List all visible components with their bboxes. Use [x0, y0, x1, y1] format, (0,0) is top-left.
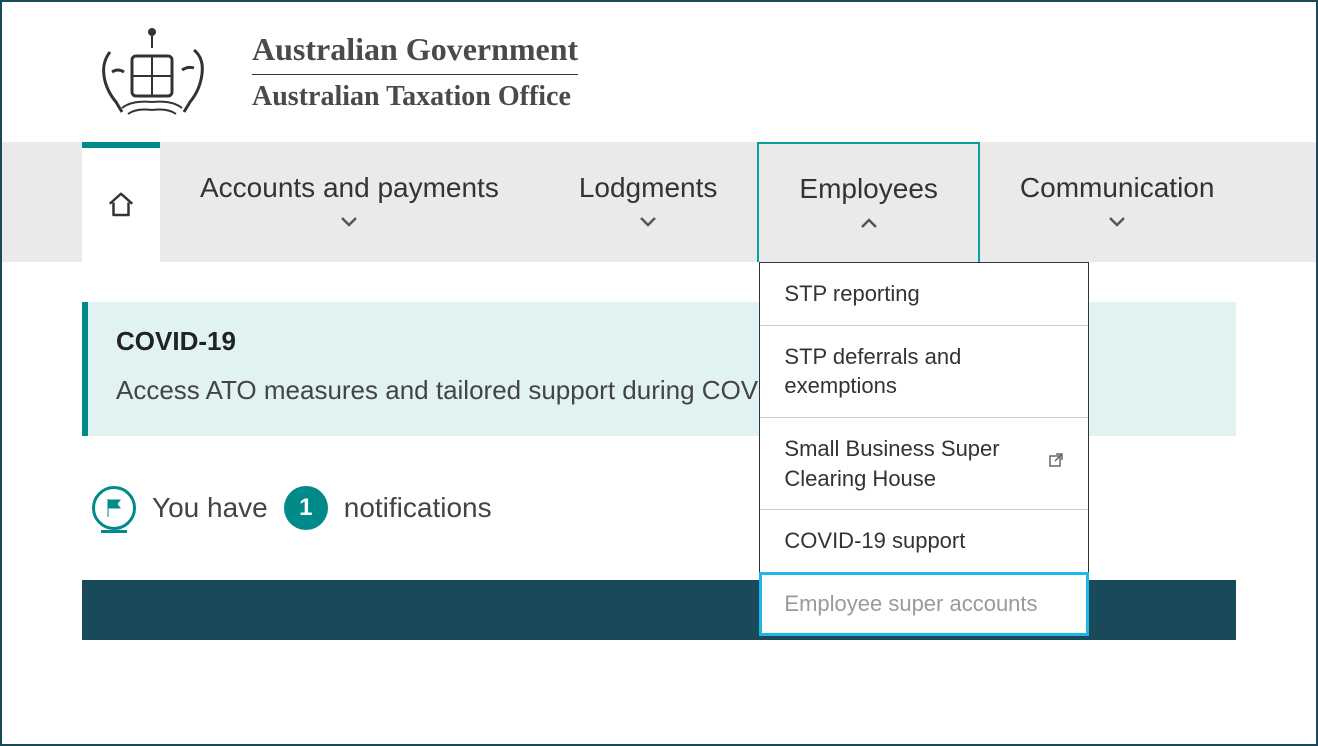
dropdown-item-label: COVID-19 support: [784, 526, 965, 556]
dropdown-item-label: Employee super accounts: [784, 589, 1037, 619]
notifications-prefix: You have: [152, 492, 268, 524]
nav-item-employees[interactable]: Employees STP reporting STP deferrals an…: [757, 142, 980, 262]
dropdown-item-label: STP reporting: [784, 279, 919, 309]
nav-home[interactable]: [82, 142, 160, 262]
external-link-icon: [1048, 452, 1064, 475]
coat-of-arms-icon: [82, 22, 222, 122]
nav-label: Employees: [799, 173, 938, 205]
chevron-down-icon: [340, 212, 358, 233]
dropdown-item-label: Small Business Super Clearing House: [784, 434, 1038, 493]
nav-item-lodgments[interactable]: Lodgments: [539, 142, 758, 262]
chevron-down-icon: [639, 212, 657, 233]
primary-nav: Accounts and payments Lodgments Employee…: [2, 142, 1316, 262]
nav-label: Lodgments: [579, 172, 718, 204]
header: Australian Government Australian Taxatio…: [2, 2, 1316, 142]
dropdown-item-stp-deferrals[interactable]: STP deferrals and exemptions: [760, 326, 1088, 418]
nav-label: Communication: [1020, 172, 1215, 204]
dropdown-item-covid-support[interactable]: COVID-19 support: [760, 510, 1088, 573]
flag-icon: [92, 486, 136, 530]
notifications-count-badge: 1: [284, 486, 328, 530]
dropdown-item-stp-reporting[interactable]: STP reporting: [760, 263, 1088, 326]
nav-item-accounts-payments[interactable]: Accounts and payments: [160, 142, 539, 262]
chevron-up-icon: [860, 213, 878, 234]
dropdown-item-label: STP deferrals and exemptions: [784, 342, 1064, 401]
employees-dropdown: STP reporting STP deferrals and exemptio…: [759, 262, 1089, 636]
chevron-down-icon: [1108, 212, 1126, 233]
header-text-block: Australian Government Australian Taxatio…: [252, 31, 578, 113]
notifications-suffix: notifications: [344, 492, 492, 524]
header-subtitle: Australian Taxation Office: [252, 75, 578, 113]
nav-label: Accounts and payments: [200, 172, 499, 204]
dropdown-item-sbsch[interactable]: Small Business Super Clearing House: [760, 418, 1088, 510]
content-area: COVID-19 Access ATO measures and tailore…: [2, 262, 1316, 530]
header-title: Australian Government: [252, 31, 578, 75]
home-icon: [106, 190, 136, 220]
dropdown-item-employee-super-accounts[interactable]: Employee super accounts: [760, 573, 1088, 635]
nav-item-communication[interactable]: Communication: [980, 142, 1255, 262]
